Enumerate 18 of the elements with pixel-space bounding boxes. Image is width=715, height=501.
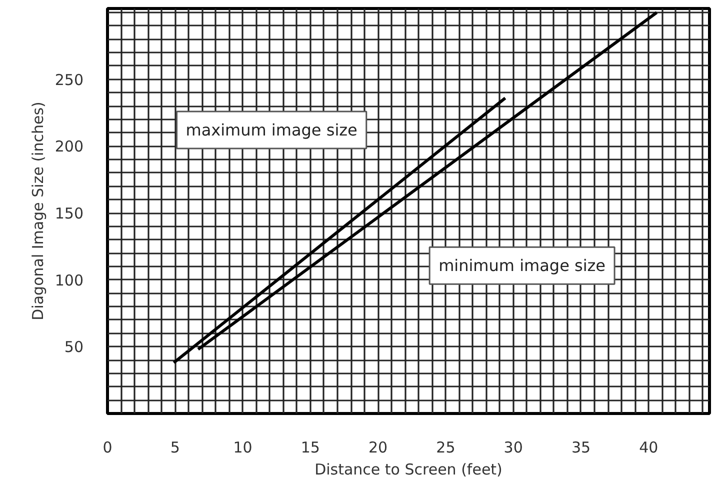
annotation: minimum image size [438, 256, 606, 276]
y-tick-label: 200 [54, 138, 84, 156]
x-tick-label: 40 [639, 438, 658, 456]
y-tick-label: 50 [64, 338, 84, 356]
x-tick-label: 15 [300, 438, 320, 456]
x-tick-label: 5 [170, 438, 180, 456]
annotation: maximum image size [186, 120, 358, 140]
y-axis-title: Diagonal Image Size (inches) [28, 102, 47, 320]
x-tick-label: 35 [571, 438, 591, 456]
x-tick-label: 30 [504, 438, 523, 456]
x-tick-label: 0 [102, 438, 112, 456]
x-tick-label: 10 [233, 438, 252, 456]
x-axis-title: Distance to Screen (feet) [314, 460, 502, 478]
x-tick-label: 20 [368, 438, 388, 456]
y-tick-label: 150 [54, 204, 84, 223]
y-tick-label: 100 [54, 271, 84, 290]
x-tick-label: 25 [436, 438, 456, 456]
y-tick-label: 250 [54, 70, 84, 89]
